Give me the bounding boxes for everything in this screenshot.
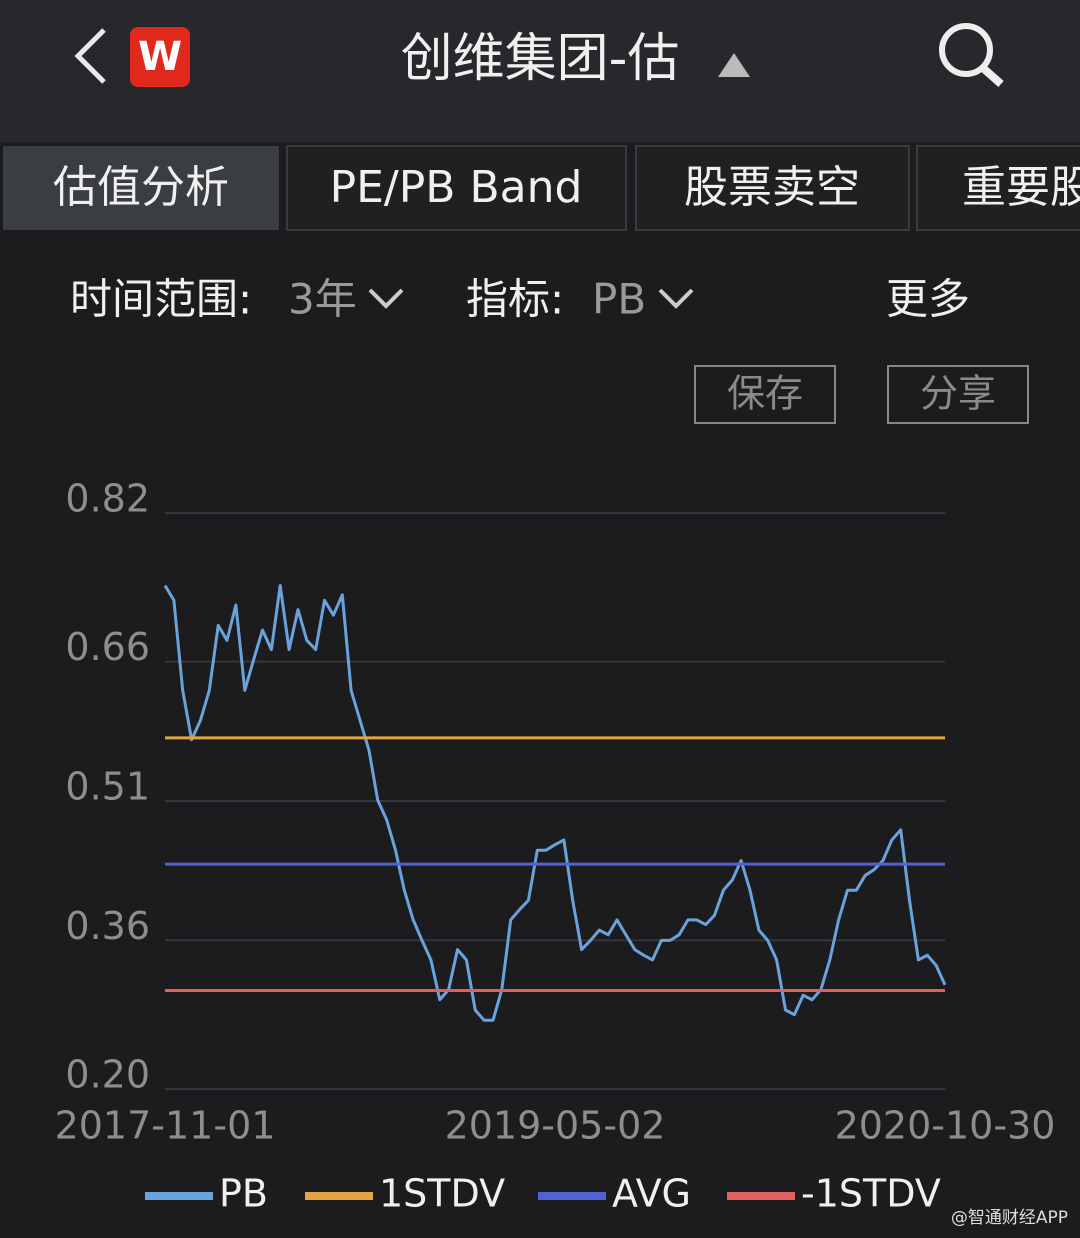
tab[interactable] xyxy=(916,145,1080,231)
metric-dropdown[interactable] xyxy=(658,288,694,309)
tab[interactable] xyxy=(286,145,627,231)
tab-active[interactable] xyxy=(3,146,279,230)
x-tick-label: 2019-05-02 xyxy=(445,1104,666,1148)
y-tick-label: 0.36 xyxy=(65,904,150,948)
range-label: 时间范围: xyxy=(70,275,252,324)
legend-label: -1STDV xyxy=(801,1172,941,1216)
legend-label: AVG xyxy=(612,1172,691,1216)
share-button[interactable] xyxy=(887,365,1029,424)
share-label: 分享 xyxy=(920,372,996,416)
save-button[interactable] xyxy=(694,365,836,424)
y-tick-label: 0.20 xyxy=(65,1053,150,1097)
range-value[interactable]: 3年 xyxy=(288,275,357,324)
tab-label: PE/PB Band xyxy=(330,162,583,213)
legend-label: PB xyxy=(219,1172,268,1216)
tab-label: 股票卖空 xyxy=(684,162,860,213)
legend-label: 1STDV xyxy=(379,1172,505,1216)
tab-label: 重要股 xyxy=(962,162,1080,213)
line-series xyxy=(163,584,947,1022)
tab[interactable] xyxy=(635,145,910,231)
logo-text: W xyxy=(138,34,182,80)
chart: 0.20 0.36 0.51 0.66 0.82 2017-11-01 2019-05-02… xyxy=(55,477,1056,1216)
save-label: 保存 xyxy=(727,372,803,416)
back-button[interactable] xyxy=(74,28,106,84)
more-button[interactable]: 更多 xyxy=(886,275,970,324)
page-title: 创维集团-估 xyxy=(401,29,680,89)
x-tick-label: 2017-11-01 xyxy=(55,1104,276,1148)
search-button[interactable] xyxy=(939,23,1004,87)
range-dropdown[interactable] xyxy=(368,288,404,309)
x-tick-label: 2020-10-30 xyxy=(835,1104,1056,1148)
y-tick-label: 0.82 xyxy=(65,477,150,521)
watermark: @智通财经APP xyxy=(951,1208,1068,1228)
metric-label: 指标: xyxy=(466,275,564,324)
logo xyxy=(130,27,190,87)
title-dropdown[interactable] xyxy=(718,53,750,77)
y-tick-label: 0.51 xyxy=(65,765,150,809)
metric-value[interactable]: PB xyxy=(592,275,646,324)
tab-label: 估值分析 xyxy=(53,162,229,213)
y-tick-label: 0.66 xyxy=(65,625,150,669)
